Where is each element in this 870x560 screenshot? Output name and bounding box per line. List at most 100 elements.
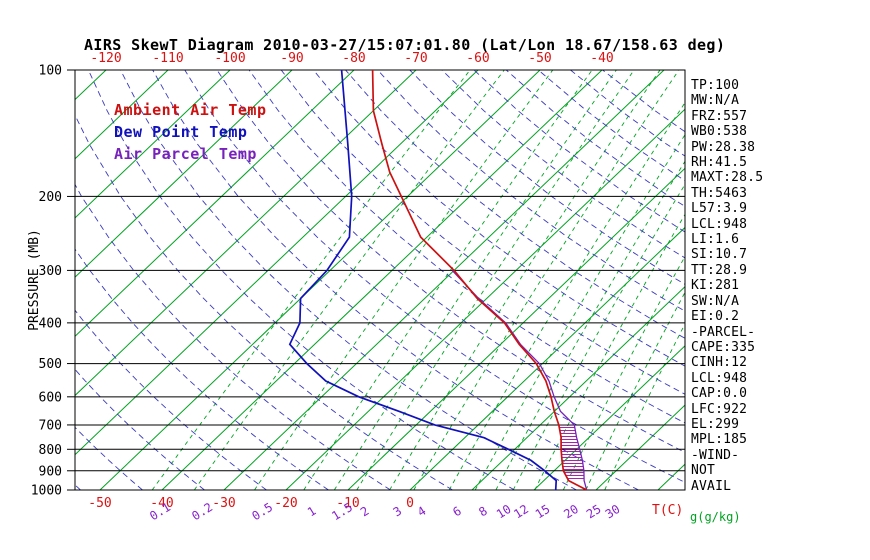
top-temp-label: -40 <box>590 51 613 66</box>
legend-dew-point-temp: Dew Point Temp <box>114 123 248 141</box>
isotherm-line <box>161 70 603 490</box>
mixing-ratio-label: 20 <box>561 502 581 522</box>
dry-adiabat-line <box>184 70 685 483</box>
dry-adiabat-line <box>75 248 329 490</box>
mixing-ratio-label: 0.2 <box>189 500 215 523</box>
dry-adiabat-line <box>87 70 515 490</box>
top-temp-label: -60 <box>466 51 489 66</box>
axis-labels: 1002003004005006007008009001000PRESSURE … <box>27 51 741 524</box>
mixing-ratio-label: 0.5 <box>249 500 275 523</box>
mixing-ratio-label: 2 <box>358 504 372 520</box>
mixing-ratio-label: 4 <box>415 504 429 520</box>
isotherm-line <box>75 70 169 160</box>
isotherm-line <box>471 285 685 490</box>
bottom-temp-label: 0 <box>406 496 414 511</box>
index-line: SI:10.7 <box>691 247 748 263</box>
mixing-ratio-label: 12 <box>511 502 531 522</box>
mixing-ratio-line <box>604 322 685 490</box>
index-line: LI:1.6 <box>691 232 740 248</box>
mixing-ratio-line <box>534 213 685 490</box>
mixing-ratio-label: 6 <box>450 504 464 520</box>
pressure-tick-label: 700 <box>39 418 62 433</box>
isotherm-line <box>75 70 355 338</box>
bottom-temp-label: -40 <box>150 496 173 511</box>
index-line: EL:299 <box>691 416 740 432</box>
isotherm-line <box>285 108 685 490</box>
cape-hatch <box>558 424 585 481</box>
mixing-ratio-label: 30 <box>603 502 623 522</box>
dry-adiabat-line <box>120 70 577 490</box>
pressure-tick-label: 100 <box>39 64 62 79</box>
index-line: TP:100 <box>691 78 740 93</box>
index-line: CAPE:335 <box>691 339 756 355</box>
mixing-ratio-line <box>474 133 685 490</box>
dry-adiabat-line <box>75 309 267 490</box>
top-temp-label: -100 <box>214 51 245 66</box>
index-line: TT:28.9 <box>691 262 748 278</box>
index-line: WB0:538 <box>691 124 748 140</box>
chart-title: AIRS SkewT Diagram 2010-03-27/15:07:01.8… <box>84 36 726 54</box>
mixing-ratio-line <box>333 70 617 490</box>
mixing-ratio-label: 10 <box>494 502 514 522</box>
pressure-tick-label: 400 <box>39 316 62 331</box>
index-line: MPL:185 <box>691 432 748 448</box>
mixing-ratio-line <box>413 70 680 490</box>
index-line: LCL:948 <box>691 370 748 386</box>
grid-mixing-ratio-lines <box>151 70 685 490</box>
temperature-curve <box>371 70 588 490</box>
mixing-ratio-line <box>151 70 471 490</box>
index-line: FRZ:557 <box>691 108 748 124</box>
index-line: AVAIL <box>691 478 732 494</box>
top-temp-label: -110 <box>152 51 183 66</box>
dry-adiabat-line <box>313 70 685 367</box>
pressure-tick-label: 600 <box>39 390 62 405</box>
index-line: SW:N/A <box>691 293 740 309</box>
parcel-curve <box>451 269 588 490</box>
top-temp-label: -50 <box>528 51 551 66</box>
pressure-tick-label: 900 <box>39 464 62 479</box>
dry-adiabat-line <box>75 183 391 490</box>
mixing-ratio-line <box>495 160 685 490</box>
axis-frame <box>74 69 686 491</box>
dry-adiabat-line <box>248 70 685 424</box>
top-temp-label: -120 <box>90 51 121 66</box>
indices-panel: TP:100 MW:N/A FRZ:557 WB0:538 PW:28.38 RH:41.… <box>691 78 866 494</box>
isotherm-line <box>75 70 231 219</box>
grid-isotherms <box>75 70 685 490</box>
index-line: TH:5463 <box>691 185 748 201</box>
dry-adiabat-line <box>409 70 685 285</box>
mixing-ratio-line <box>585 291 685 490</box>
index-line: L57:3.9 <box>691 201 748 217</box>
dry-adiabat-line <box>280 70 685 395</box>
dry-adiabat-line <box>441 70 685 259</box>
index-line: KI:281 <box>691 278 740 294</box>
index-line: -WIND- <box>691 447 740 463</box>
dry-adiabat-line <box>75 368 205 490</box>
isotherm-line <box>223 70 665 490</box>
grid-dry-adiabats <box>75 70 685 490</box>
mixing-ratio-line <box>448 101 685 490</box>
dry-adiabat-line <box>505 70 685 207</box>
index-line: LCL:948 <box>691 216 748 232</box>
isotherm-line <box>409 226 685 490</box>
isotherm-line <box>533 345 685 490</box>
dry-adiabat-line <box>152 70 639 490</box>
dry-adiabat-line <box>345 70 685 339</box>
mixing-ratio-label: 3 <box>391 504 405 520</box>
index-line: RH:41.5 <box>691 155 748 171</box>
pressure-axis-title: PRESSURE (MB) <box>27 229 42 331</box>
index-line: EI:0.2 <box>691 309 740 325</box>
index-line: -PARCEL- <box>691 324 756 340</box>
pressure-tick-label: 200 <box>39 190 62 205</box>
index-line: MAXT:28.5 <box>691 170 764 186</box>
isotherm-line <box>75 70 293 278</box>
temp-unit-label: T(C) <box>652 503 683 518</box>
mixing-ratio-label: 1 <box>305 504 319 520</box>
mixing-ratio-line <box>512 183 685 490</box>
top-temp-label: -90 <box>280 51 303 66</box>
mixing-ratio-line <box>356 70 635 490</box>
dewpoint-curve <box>288 70 558 490</box>
isotherm-line <box>595 404 685 490</box>
